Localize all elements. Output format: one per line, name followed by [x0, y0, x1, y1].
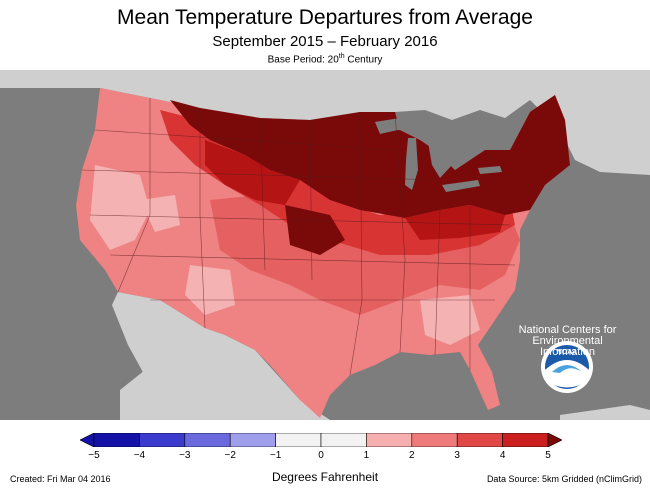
legend-bin	[320, 433, 367, 447]
lake-ontario	[478, 166, 502, 174]
map-title: Mean Temperature Departures from Average	[117, 6, 533, 29]
legend-tick-label: −3	[179, 450, 191, 461]
pale-anomaly-region	[90, 165, 150, 250]
cuba-land	[560, 405, 650, 420]
legend-bin	[229, 433, 276, 447]
anomaly-region-4-5	[405, 205, 505, 240]
legend-tick-label: −1	[269, 450, 282, 461]
legend-tick-label: 0	[318, 450, 324, 461]
noaa-logo-text: NOAA	[557, 349, 578, 356]
org-line-3: Information	[539, 346, 596, 358]
legend-bin	[93, 433, 140, 447]
legend-tick-label: −2	[224, 450, 236, 461]
anomaly-region-4-5	[205, 140, 300, 205]
pale-anomaly-region	[185, 265, 235, 315]
data-source: Data Source: 5km Gridded (nClimGrid)	[486, 474, 642, 484]
legend-arrow-low	[80, 433, 95, 447]
lake-michigan	[405, 138, 418, 190]
legend-bin	[139, 433, 186, 447]
legend-tick-label: −4	[133, 450, 146, 461]
created-date: Created: Fri Mar 04 2016	[10, 474, 111, 484]
org-line-2: Environmental	[532, 335, 603, 347]
pale-anomaly-region	[420, 295, 480, 345]
legend-arrow-high	[547, 433, 562, 447]
base-period: Base Period: 20th Century	[267, 53, 383, 66]
legend-tick-label: 5	[545, 450, 551, 461]
map-subtitle: September 2015 – February 2016	[212, 33, 438, 50]
anomaly-region-gt5	[285, 205, 345, 255]
org-line-1: National Centers for	[518, 324, 617, 336]
legend-tick-label: 1	[363, 450, 370, 461]
legend-colorbar	[80, 433, 562, 447]
legend-bin	[184, 433, 231, 447]
lake-huron	[428, 142, 452, 178]
temperature-map	[0, 70, 650, 420]
mexico-land	[118, 292, 330, 420]
state-boundaries	[81, 98, 516, 376]
legend-bin	[366, 433, 413, 447]
legend-tick-label: 3	[454, 450, 460, 461]
canada-land	[0, 70, 650, 175]
legend-ticks: −5 −4 −3 −2 −1 0 1 2 3 4 5	[0, 450, 650, 466]
ncei-label: National Centers for Environmental Infor…	[505, 325, 630, 358]
legend-bin	[456, 433, 503, 447]
legend-tick-label: 4	[499, 450, 506, 461]
noaa-logo-icon: NOAA	[541, 341, 593, 393]
lake-superior	[375, 118, 425, 134]
legend-bin	[275, 433, 322, 447]
legend-bin	[502, 433, 549, 447]
lake-erie	[442, 180, 480, 192]
legend-tick-label: 2	[409, 450, 415, 461]
legend-bin	[411, 433, 458, 447]
legend-title: Degrees Fahrenheit	[271, 470, 379, 484]
legend-tick-label: −5	[88, 450, 100, 461]
map-frame: NOAA	[0, 70, 650, 420]
baja-land	[112, 292, 162, 385]
